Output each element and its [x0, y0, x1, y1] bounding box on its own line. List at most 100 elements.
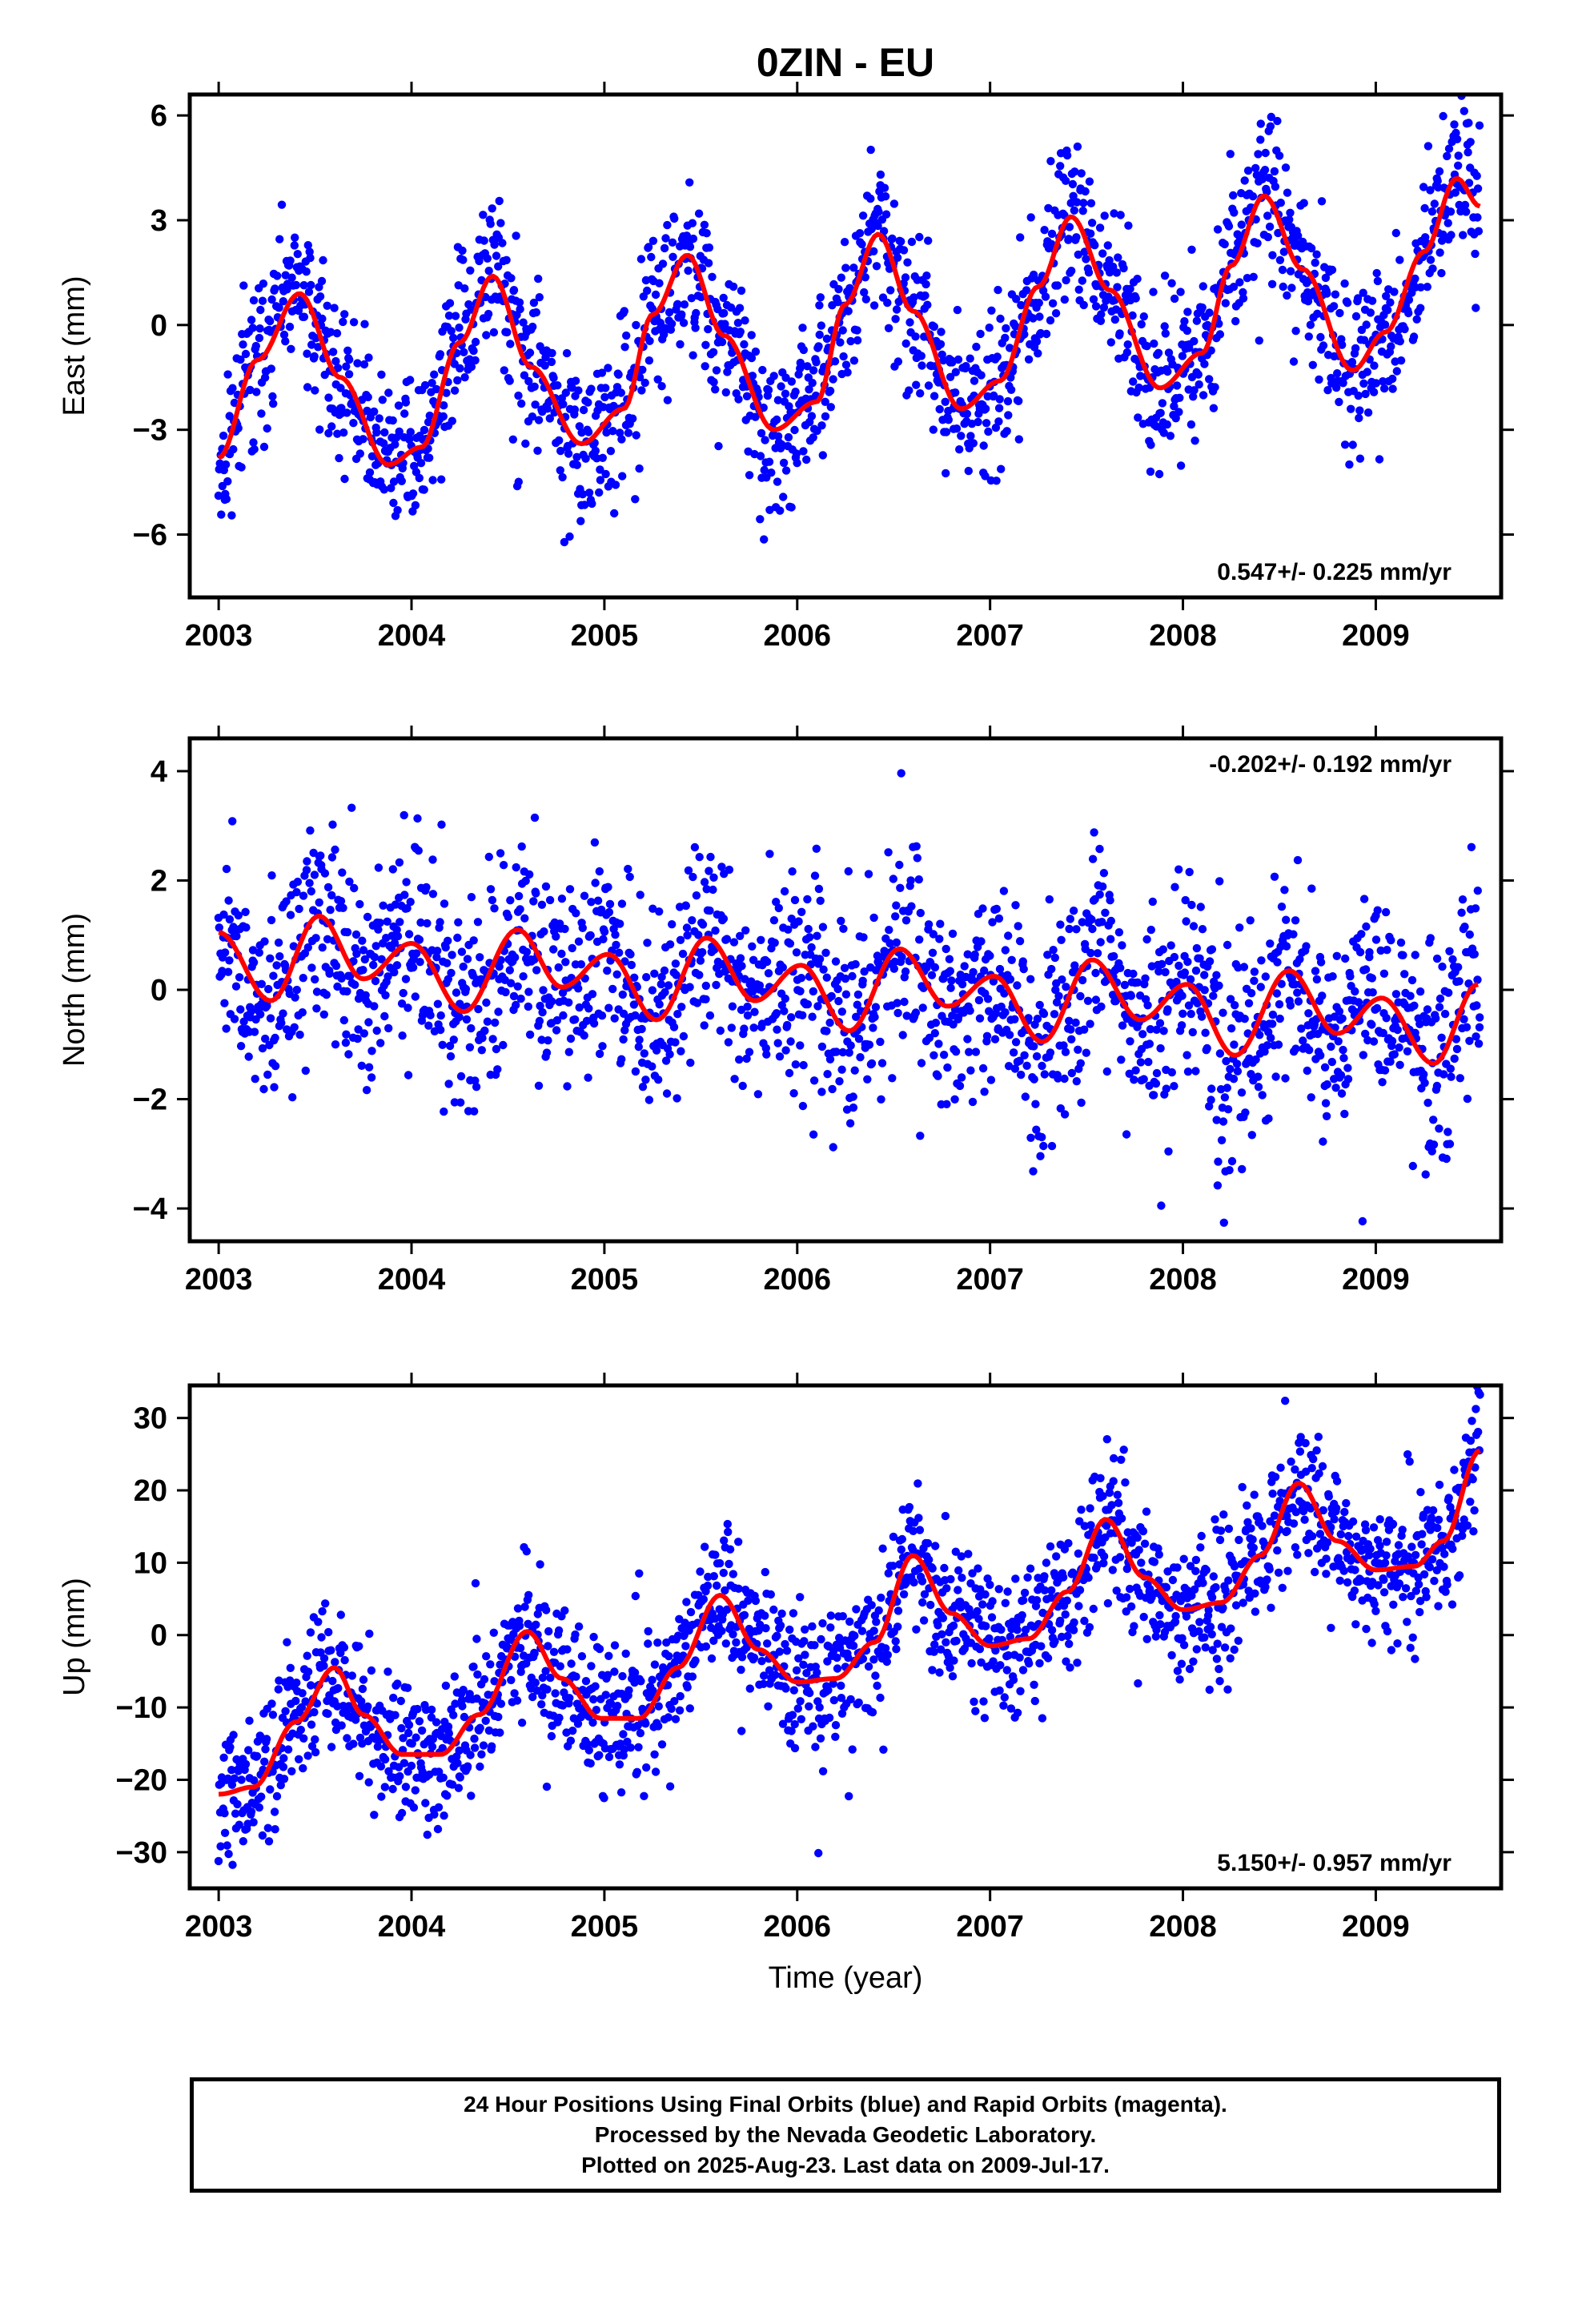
data-point: [528, 412, 537, 421]
data-point: [601, 1691, 610, 1699]
data-point: [403, 1683, 412, 1692]
data-point: [812, 358, 821, 367]
data-point: [1112, 268, 1122, 277]
data-point: [245, 1716, 254, 1725]
data-point: [1472, 1001, 1481, 1010]
data-point: [1106, 935, 1115, 943]
data-point: [923, 1538, 933, 1548]
data-point: [930, 322, 939, 332]
data-point: [359, 360, 369, 369]
data-point: [1318, 991, 1327, 1000]
data-point: [1060, 1110, 1070, 1119]
data-point: [695, 971, 704, 979]
data-point: [1380, 1066, 1390, 1075]
data-point: [716, 1026, 725, 1035]
data-point: [625, 872, 634, 882]
plot-frame: [187, 92, 1504, 600]
data-point: [540, 361, 549, 370]
data-point: [902, 1011, 911, 1020]
data-point: [759, 1671, 769, 1680]
data-point: [441, 1681, 451, 1691]
data-point: [1183, 1068, 1193, 1076]
data-point: [1243, 166, 1253, 175]
data-point: [1239, 287, 1247, 297]
data-point: [295, 1030, 304, 1039]
data-point: [552, 932, 560, 941]
scatter-points: [214, 94, 1484, 547]
data-point: [1442, 1154, 1451, 1164]
data-point: [624, 1686, 633, 1695]
data-point: [440, 1811, 448, 1820]
data-point: [644, 1639, 652, 1648]
data-point: [447, 968, 456, 978]
data-point: [461, 984, 471, 994]
data-point: [880, 183, 889, 192]
data-point: [1379, 1028, 1387, 1038]
data-point: [1373, 906, 1382, 915]
data-point: [930, 963, 940, 972]
data-point: [1161, 329, 1170, 338]
data-point: [751, 347, 761, 356]
data-point: [903, 258, 912, 267]
data-point: [917, 361, 926, 370]
data-point: [1106, 896, 1114, 905]
data-point: [897, 769, 905, 778]
data-point: [327, 853, 337, 862]
data-point: [1339, 379, 1347, 388]
data-point: [488, 895, 497, 905]
data-point: [767, 468, 776, 477]
data-point: [505, 966, 514, 975]
data-point: [663, 220, 672, 230]
data-point: [713, 1581, 721, 1590]
data-point: [729, 938, 739, 947]
data-point: [600, 392, 609, 402]
data-point: [1188, 1027, 1198, 1037]
data-point: [1312, 250, 1321, 259]
data-point: [532, 308, 540, 317]
data-point: [916, 389, 925, 398]
data-point: [839, 352, 848, 361]
data-point: [1429, 1140, 1439, 1149]
data-point: [530, 813, 540, 822]
data-point: [557, 949, 566, 959]
data-point: [473, 918, 483, 927]
data-point: [885, 939, 894, 948]
data-point: [486, 1660, 495, 1669]
data-point: [328, 820, 337, 829]
data-point: [581, 1677, 591, 1686]
data-point: [1064, 235, 1074, 243]
data-point: [815, 301, 824, 310]
data-point: [515, 298, 524, 307]
data-point: [227, 1766, 236, 1775]
data-point: [1299, 1036, 1307, 1045]
data-point: [808, 1622, 817, 1631]
data-point: [1215, 1049, 1225, 1058]
data-point: [1214, 1157, 1223, 1166]
data-point: [878, 1544, 887, 1553]
data-point: [249, 438, 258, 447]
data-point: [335, 453, 343, 463]
data-point: [1323, 386, 1332, 395]
data-point: [234, 911, 243, 920]
data-point: [584, 398, 592, 407]
data-point: [807, 943, 816, 952]
data-point: [889, 1562, 897, 1570]
data-point: [617, 899, 627, 908]
data-point: [631, 1067, 640, 1076]
data-point: [319, 1654, 329, 1663]
data-point: [426, 1011, 435, 1019]
data-point: [259, 442, 269, 452]
data-point: [466, 1751, 475, 1759]
data-point: [1275, 255, 1285, 264]
data-point: [345, 355, 354, 364]
data-point: [622, 331, 631, 340]
data-point: [993, 352, 1002, 361]
data-point: [1011, 322, 1020, 331]
data-point: [286, 1663, 295, 1672]
data-point: [442, 388, 451, 397]
data-point: [319, 1010, 328, 1019]
data-point: [1091, 995, 1101, 1004]
data-point: [391, 440, 400, 449]
data-point: [413, 1704, 422, 1714]
data-point: [516, 994, 525, 1003]
